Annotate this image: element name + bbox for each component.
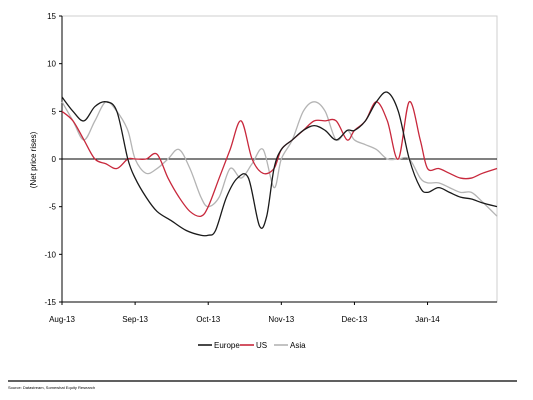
series-line-us (61, 101, 498, 217)
legend-label-asia: Asia (290, 341, 306, 350)
series-line-europe (61, 91, 498, 237)
y-axis-title: (Net price rises) (29, 131, 38, 188)
y-axis-ticks: 15 10 5 0 -5 -10 -15 (44, 12, 62, 307)
x-tick-label: Aug-13 (49, 315, 75, 324)
y-tick-label: 5 (52, 107, 57, 116)
x-tick-label: Oct-13 (196, 315, 221, 324)
x-tick-label: Jan-14 (415, 315, 440, 324)
series-line-asia (61, 100, 498, 217)
series-lines (61, 91, 498, 237)
x-axis-ticks: Aug-13 Sep-13 Oct-13 Nov-13 Dec-13 Jan-14 (49, 302, 440, 324)
y-tick-label: 0 (52, 155, 57, 164)
y-tick-label: 10 (47, 60, 56, 69)
legend-label-us: US (256, 341, 267, 350)
source-note: Source: Datastream, Somewhat Equity Rese… (8, 385, 95, 390)
y-tick-label: -15 (44, 298, 56, 307)
y-tick-label: -10 (44, 250, 56, 259)
y-tick-label: -5 (49, 203, 57, 212)
legend-label-europe: Europe (214, 341, 240, 350)
x-tick-label: Nov-13 (268, 315, 294, 324)
x-tick-label: Sep-13 (122, 315, 148, 324)
x-tick-label: Dec-13 (342, 315, 368, 324)
legend: Europe US Asia (198, 341, 306, 350)
y-tick-label: 15 (47, 12, 56, 21)
